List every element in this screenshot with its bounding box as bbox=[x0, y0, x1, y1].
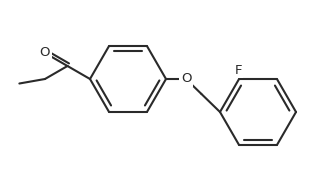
Text: F: F bbox=[235, 64, 243, 77]
Text: O: O bbox=[181, 72, 191, 86]
Text: O: O bbox=[40, 47, 50, 59]
